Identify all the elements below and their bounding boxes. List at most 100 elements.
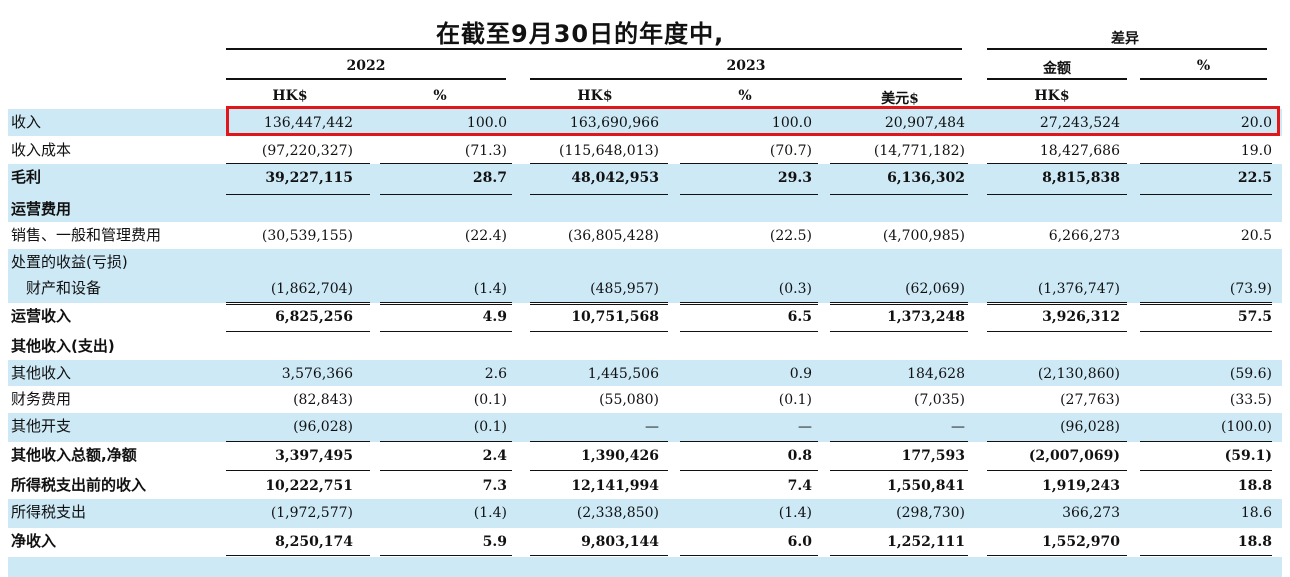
table-row: 收入 136,447,442 100.0 163,690,966 100.0 20,907… xyxy=(8,109,1282,136)
cell-value: 1,919,243 xyxy=(1042,478,1120,494)
hk-header: HK$ xyxy=(577,88,613,104)
cell-value: — xyxy=(645,419,659,435)
cell-value: 57.5 xyxy=(1237,309,1272,325)
cell-value: 28.7 xyxy=(472,170,507,186)
header-rule xyxy=(1140,78,1267,80)
row-label: 其他收入 xyxy=(11,364,72,382)
subtotal-rule xyxy=(830,331,968,332)
cell-value: 39,227,115 xyxy=(265,170,353,186)
subtotal-rule xyxy=(530,302,668,303)
hk-header: HK$ xyxy=(272,88,308,104)
subtotal-rule xyxy=(1140,163,1272,164)
cell-value: 6.5 xyxy=(787,309,812,325)
subtotal-rule xyxy=(987,441,1127,442)
cell-value: (0.3) xyxy=(778,281,812,297)
cell-value: 7.4 xyxy=(787,478,812,494)
cell-value: 18.8 xyxy=(1237,534,1272,550)
cell-value: (59.6) xyxy=(1229,366,1272,382)
subtotal-rule xyxy=(680,470,818,471)
cell-value: 20.5 xyxy=(1240,228,1272,244)
subtotal-rule xyxy=(830,470,968,471)
cell-value: 1,445,506 xyxy=(587,366,659,382)
pct-header: % xyxy=(1196,58,1211,74)
row-label: 净收入 xyxy=(11,532,57,550)
cell-value: 6,825,256 xyxy=(275,309,353,325)
subtotal-rule xyxy=(987,302,1127,303)
table-row: 毛利 39,227,115 28.7 48,042,953 29.3 6,136,302 8… xyxy=(8,164,1282,196)
cell-value: (0.1) xyxy=(778,392,812,408)
subtotal-rule xyxy=(380,470,512,471)
cell-value: (22.5) xyxy=(769,228,812,244)
cell-value: 10,751,568 xyxy=(571,309,659,325)
cell-value: (100.0) xyxy=(1220,419,1272,435)
subtotal-rule xyxy=(987,470,1127,471)
subtotal-rule xyxy=(680,441,818,442)
table-row: 所得税支出前的收入 10,222,751 7.3 12,141,994 7.4 1,550… xyxy=(8,472,1282,499)
subtotal-rule xyxy=(226,194,370,195)
cell-value: 22.5 xyxy=(1237,170,1272,186)
header-rule xyxy=(987,48,1267,50)
cell-value: 10,222,751 xyxy=(265,478,353,494)
cell-value: 6,136,302 xyxy=(887,170,965,186)
subtotal-rule xyxy=(530,304,668,305)
cell-value: 6.0 xyxy=(787,534,812,550)
cell-value: 163,690,966 xyxy=(569,115,659,131)
cell-value: (96,028) xyxy=(1060,419,1120,435)
cell-value: 20,907,484 xyxy=(884,115,965,131)
cell-value: 177,593 xyxy=(901,448,965,464)
cell-value: (73.9) xyxy=(1229,281,1272,297)
cell-value: 0.8 xyxy=(787,448,812,464)
cell-value: 18.8 xyxy=(1237,478,1272,494)
cell-value: (7,035) xyxy=(913,392,965,408)
cell-value: 20.0 xyxy=(1240,115,1272,131)
subtotal-rule xyxy=(680,163,818,164)
subtotal-rule xyxy=(987,331,1127,332)
row-label: 运营收入 xyxy=(11,307,72,325)
row-label: 所得税支出前的收入 xyxy=(11,476,147,494)
table-row: 其他收入 3,576,366 2.6 1,445,506 0.9 184,628 (2,13… xyxy=(8,360,1282,386)
row-label: 其他开支 xyxy=(11,417,72,435)
cell-value: (22.4) xyxy=(464,228,507,244)
year-2022-header: 2022 xyxy=(346,58,386,74)
diff-header: 差异 xyxy=(1111,31,1139,47)
cell-value: 2.4 xyxy=(482,448,507,464)
cell-value: 1,373,248 xyxy=(887,309,965,325)
cell-value: (298,730) xyxy=(896,505,965,521)
subtotal-rule xyxy=(1140,331,1272,332)
cell-value: 366,273 xyxy=(1062,505,1120,521)
subtotal-rule xyxy=(1140,470,1272,471)
subtotal-rule xyxy=(380,441,512,442)
subtotal-rule xyxy=(530,441,668,442)
subtotal-rule xyxy=(830,304,968,305)
subtotal-rule xyxy=(680,304,818,305)
subtotal-rule xyxy=(226,304,370,305)
row-label: 处置的收益(亏损) xyxy=(11,253,128,271)
subtotal-rule xyxy=(226,470,370,471)
subtotal-rule xyxy=(830,302,968,303)
cell-value: (55,080) xyxy=(599,392,659,408)
subtotal-rule xyxy=(680,331,818,332)
row-label: 其他收入总额,净额 xyxy=(11,446,137,464)
subtotal-rule xyxy=(680,194,818,195)
cell-value: (30,539,155) xyxy=(261,228,353,244)
cell-value: 3,397,495 xyxy=(275,448,353,464)
table-row: 收入成本 (97,220,327) (71.3) (115,648,013) (70.7… xyxy=(8,137,1282,164)
row-label: 销售、一般和管理费用 xyxy=(11,226,162,244)
table-row xyxy=(8,557,1282,577)
cell-value: 27,243,524 xyxy=(1039,115,1120,131)
subtotal-rule xyxy=(987,194,1127,195)
cell-value: 100.0 xyxy=(771,115,812,131)
cell-value: 9,803,144 xyxy=(581,534,659,550)
pct-header: % xyxy=(433,88,447,104)
usd-header: 美元$ xyxy=(881,91,919,107)
cell-value: 8,250,174 xyxy=(275,534,353,550)
row-label: 毛利 xyxy=(11,168,42,186)
cell-value: 4.9 xyxy=(482,309,507,325)
row-label: 运营费用 xyxy=(11,200,72,218)
cell-value: 29.3 xyxy=(777,170,812,186)
cell-value: (62,069) xyxy=(905,281,965,297)
subtotal-rule xyxy=(530,163,668,164)
row-label: 收入成本 xyxy=(11,141,72,159)
cell-value: 2.6 xyxy=(484,366,507,382)
cell-value: (0.1) xyxy=(473,419,507,435)
